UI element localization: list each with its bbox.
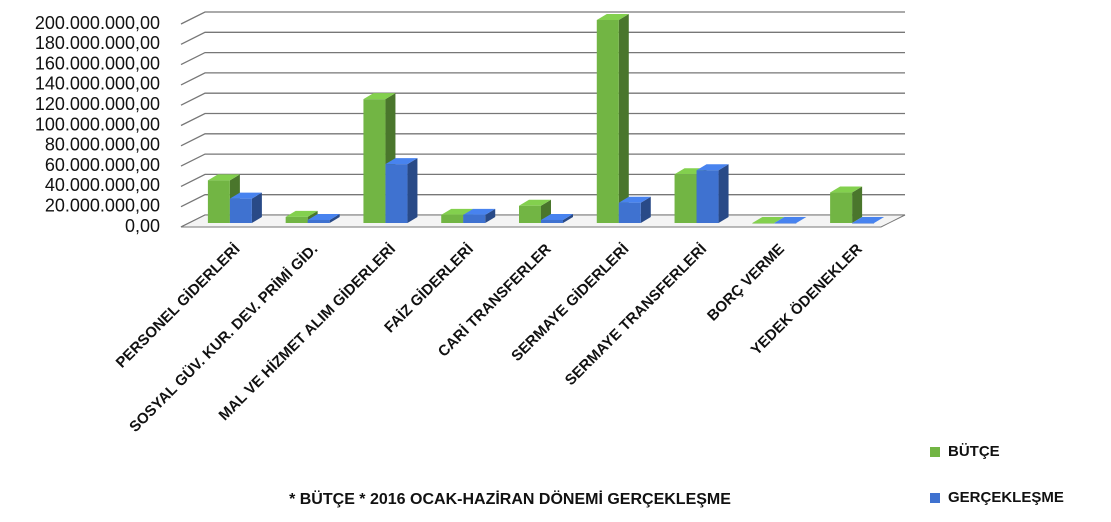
bar — [696, 164, 729, 223]
bar — [229, 192, 262, 223]
bar-front — [363, 99, 386, 223]
legend-label: GERÇEKLEŞME — [948, 489, 1064, 506]
grid-line — [180, 153, 905, 167]
bar-side — [618, 14, 629, 223]
y-tick-label: 60.000.000,00 — [45, 155, 160, 175]
bar — [385, 158, 418, 223]
bar-top — [596, 14, 629, 20]
bar-side — [251, 192, 262, 223]
y-tick-label: 200.000.000,00 — [35, 13, 160, 33]
bar-front — [519, 205, 541, 223]
bar-side — [407, 158, 418, 223]
bar-front — [541, 219, 563, 223]
bar-top — [696, 164, 729, 171]
bar — [752, 217, 785, 224]
y-tick-label: 180.000.000,00 — [35, 33, 160, 53]
bar-front — [852, 223, 875, 224]
bar-top — [385, 158, 418, 165]
grid-line — [180, 92, 905, 106]
bar — [307, 213, 340, 223]
bar-side — [563, 213, 573, 223]
bar-top — [830, 186, 863, 193]
bar-front — [752, 223, 775, 224]
grid-line — [180, 72, 905, 86]
bar-side — [485, 208, 496, 223]
grid-line — [180, 112, 905, 127]
bar — [596, 14, 629, 223]
bar-top — [307, 213, 340, 220]
x-tick-label: PERSONEL GİDERLERİ — [113, 241, 244, 372]
bar-front — [229, 198, 252, 223]
y-tick-label: 0,00 — [125, 216, 160, 236]
y-tick-label: 140.000.000,00 — [35, 74, 160, 94]
bar — [774, 217, 807, 224]
bar-top — [541, 213, 573, 220]
bar-front — [618, 202, 641, 223]
grid-line — [180, 11, 905, 25]
grid-line — [180, 133, 905, 147]
bar-front — [830, 192, 853, 223]
y-tick-label: 40.000.000,00 — [45, 175, 160, 195]
grid-line — [180, 173, 905, 187]
bar-top — [207, 174, 240, 181]
bar-front — [207, 180, 230, 223]
bar — [852, 217, 885, 224]
bar — [618, 196, 651, 223]
bar-top — [363, 93, 396, 100]
bar-front — [596, 20, 619, 223]
bar-top — [463, 208, 496, 215]
bar-front — [441, 214, 464, 223]
grid-line — [180, 194, 905, 208]
bar-side — [329, 213, 340, 223]
bar-top — [285, 210, 318, 217]
y-tick-label: 100.000.000,00 — [35, 114, 160, 134]
y-tick-label: 80.000.000,00 — [45, 135, 160, 155]
legend-label: BÜTÇE — [948, 443, 1000, 460]
bar-top — [774, 217, 807, 223]
bar — [830, 186, 863, 223]
bar-front — [463, 214, 486, 223]
bar-side — [718, 164, 729, 223]
bar — [541, 213, 573, 223]
bar-top — [852, 217, 885, 223]
bar-front — [674, 174, 697, 223]
x-tick-label: SERMAYE TRANSFERLERİ — [562, 241, 710, 389]
legend-swatch — [930, 447, 940, 457]
bar-front — [385, 164, 408, 223]
grid-line — [180, 31, 905, 45]
grid-line — [180, 51, 905, 66]
bar — [463, 208, 496, 223]
bar-top — [618, 196, 651, 203]
y-tick-label: 160.000.000,00 — [35, 53, 160, 73]
bar-front — [696, 170, 719, 223]
x-tick-label: MAL VE HİZMET ALIM GİDERLERİ — [216, 241, 399, 424]
bar-top — [229, 192, 262, 199]
y-tick-label: 20.000.000,00 — [45, 195, 160, 215]
chart-subtitle: * BÜTÇE * 2016 OCAK-HAZİRAN DÖNEMİ GERÇE… — [289, 489, 731, 508]
bar-front — [307, 219, 330, 223]
bar-top — [519, 199, 551, 206]
bar-front — [774, 223, 797, 224]
x-tick-label: BORÇ VERME — [704, 241, 788, 325]
bar-top — [441, 208, 474, 215]
y-tick-label: 120.000.000,00 — [35, 94, 160, 114]
bar-side — [640, 196, 651, 223]
bar-front — [285, 216, 308, 223]
bar-side — [852, 186, 863, 223]
legend-swatch — [930, 493, 940, 503]
bar-top — [752, 217, 785, 223]
